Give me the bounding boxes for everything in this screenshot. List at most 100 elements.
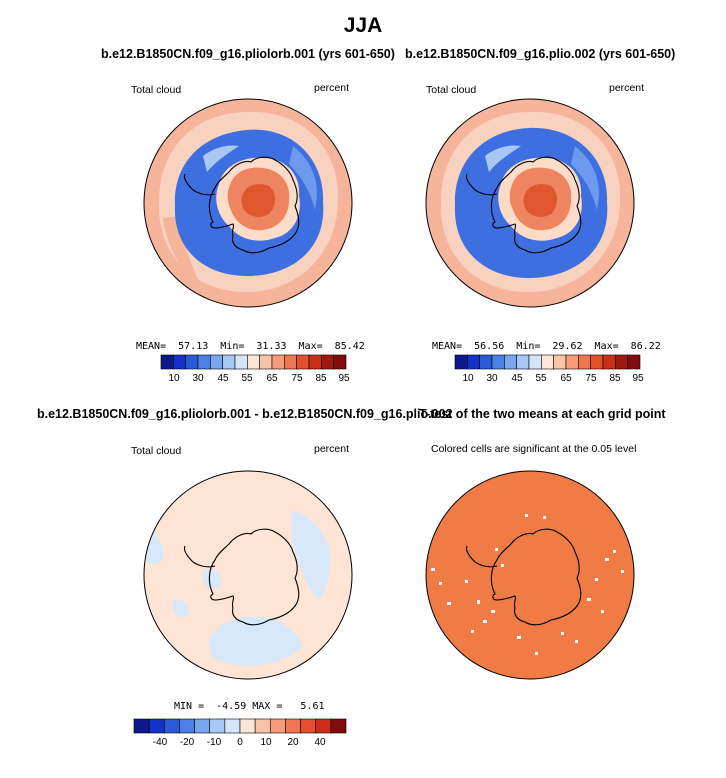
variable-label: Total cloud [426, 84, 477, 96]
colorbar-swatch [321, 354, 334, 370]
colorbar-tick-labels: -40 -20 -10 0 10 20 40 [134, 737, 346, 751]
colorbar-tick: 85 [609, 373, 621, 384]
colorbar-tick: 95 [338, 373, 350, 384]
colorbar-swatch [234, 354, 248, 370]
polar-map [143, 470, 353, 680]
colorbar-tick: 65 [560, 373, 572, 384]
colorbar-tick: 75 [585, 373, 597, 384]
colorbar-swatch [504, 354, 517, 370]
colorbar-swatch [271, 354, 285, 370]
colorbar-swatch [194, 718, 211, 734]
colorbar-tick: 0 [237, 737, 243, 748]
colorbar-swatch [133, 718, 150, 734]
insignificant-cells [431, 514, 624, 655]
panel-title: T-test of the two means at each grid poi… [419, 407, 666, 421]
colorbar-tick: -40 [152, 737, 168, 748]
colorbar-tick: 45 [511, 373, 523, 384]
colorbar-tick: 75 [291, 373, 303, 384]
negative-difference-region [172, 599, 189, 618]
colorbar-swatch [479, 354, 493, 370]
colorbar-swatch [565, 354, 579, 370]
colorbar-swatch [516, 354, 530, 370]
colorbar-swatch [296, 354, 310, 370]
colorbar [160, 354, 347, 370]
colorbar-swatch [160, 354, 174, 370]
panel-subtitle: Colored cells are significant at the 0.0… [431, 443, 637, 455]
colorbar-tick: 30 [486, 373, 498, 384]
continent-core-cloud [523, 184, 557, 217]
colorbar-swatch [590, 354, 604, 370]
colorbar-tick: 85 [315, 373, 327, 384]
statistics-readout: MEAN= 56.56 Min= 29.62 Max= 86.22 [432, 341, 661, 352]
storm-track-inner [289, 146, 317, 210]
colorbar-swatch [259, 354, 273, 370]
colorbar-tick: 55 [535, 373, 547, 384]
colorbar-swatch [541, 354, 554, 370]
negative-difference-region [203, 568, 222, 589]
colorbar-swatch [308, 354, 322, 370]
negative-difference-region [209, 616, 303, 666]
colorbar-swatch [185, 354, 199, 370]
colorbar-swatch [284, 354, 297, 370]
colorbar-tick: 20 [287, 737, 299, 748]
units-label: percent [314, 443, 350, 455]
colorbar-swatch [210, 354, 223, 370]
units-label: percent [609, 82, 645, 94]
low-cloud-patch [579, 230, 619, 290]
significance-field [426, 471, 634, 679]
colorbar-tick-labels: 10 30 45 55 65 75 85 95 [161, 373, 350, 387]
colorbar-swatch [173, 354, 186, 370]
colorbar-swatch [209, 718, 226, 734]
colorbar-swatch [269, 718, 286, 734]
panel-title: b.e12.B1850CN.f09_g16.plio.002 (yrs 601-… [405, 47, 676, 61]
colorbar-swatch [454, 354, 468, 370]
storm-track-inner [571, 146, 599, 210]
antarctica-coastline [465, 528, 582, 626]
colorbar-swatch [148, 718, 165, 734]
colorbar-tick: 10 [168, 373, 180, 384]
antarctica-coastline [183, 156, 300, 254]
colorbar-tick: 55 [241, 373, 253, 384]
statistics-readout: MIN = -4.59 MAX = 5.61 [174, 701, 325, 712]
colorbar-tick: -20 [179, 737, 195, 748]
variable-label: Total cloud [131, 84, 182, 96]
colorbar-swatch [222, 354, 236, 370]
antarctica-coastline [183, 528, 300, 626]
polar-map [425, 470, 635, 680]
colorbar-swatch [330, 718, 347, 734]
colorbar-swatch [491, 354, 505, 370]
colorbar-swatch [467, 354, 480, 370]
colorbar-swatch [179, 718, 195, 734]
season-title: JJA [343, 14, 383, 37]
colorbar-swatch [254, 718, 271, 734]
colorbar-tick: 65 [266, 373, 278, 384]
colorbar-swatch [224, 718, 241, 734]
polar-map [425, 98, 635, 308]
colorbar-swatch [163, 718, 180, 734]
variable-label: Total cloud [131, 445, 182, 457]
colorbar-tick: 10 [260, 737, 272, 748]
colorbar-swatch [553, 354, 567, 370]
colorbar-swatch [578, 354, 591, 370]
colorbar-swatch [315, 718, 332, 734]
antarctica-coastline [465, 156, 582, 254]
units-label: percent [314, 82, 350, 94]
colorbar-swatch [247, 354, 260, 370]
colorbar-swatch [627, 354, 641, 370]
storm-track-light [203, 145, 239, 172]
low-cloud-patch [163, 216, 199, 282]
colorbar [454, 354, 641, 370]
continent-core-cloud [241, 184, 275, 217]
colorbar-tick: 95 [632, 373, 644, 384]
colorbar-swatch [615, 354, 628, 370]
colorbar-swatch [602, 354, 616, 370]
colorbar-tick-labels: 10 30 45 55 65 75 85 95 [455, 373, 644, 387]
colorbar-swatch [300, 718, 317, 734]
colorbar-tick: 10 [462, 373, 474, 384]
colorbar-tick: -10 [206, 737, 222, 748]
colorbar-swatch [285, 718, 301, 734]
panel-title: b.e12.B1850CN.f09_g16.pliolorb.001 - b.e… [37, 407, 453, 421]
polar-map [143, 98, 353, 308]
colorbar-tick: 40 [314, 737, 326, 748]
statistics-readout: MEAN= 57.13 Min= 31.33 Max= 85.42 [136, 341, 365, 352]
